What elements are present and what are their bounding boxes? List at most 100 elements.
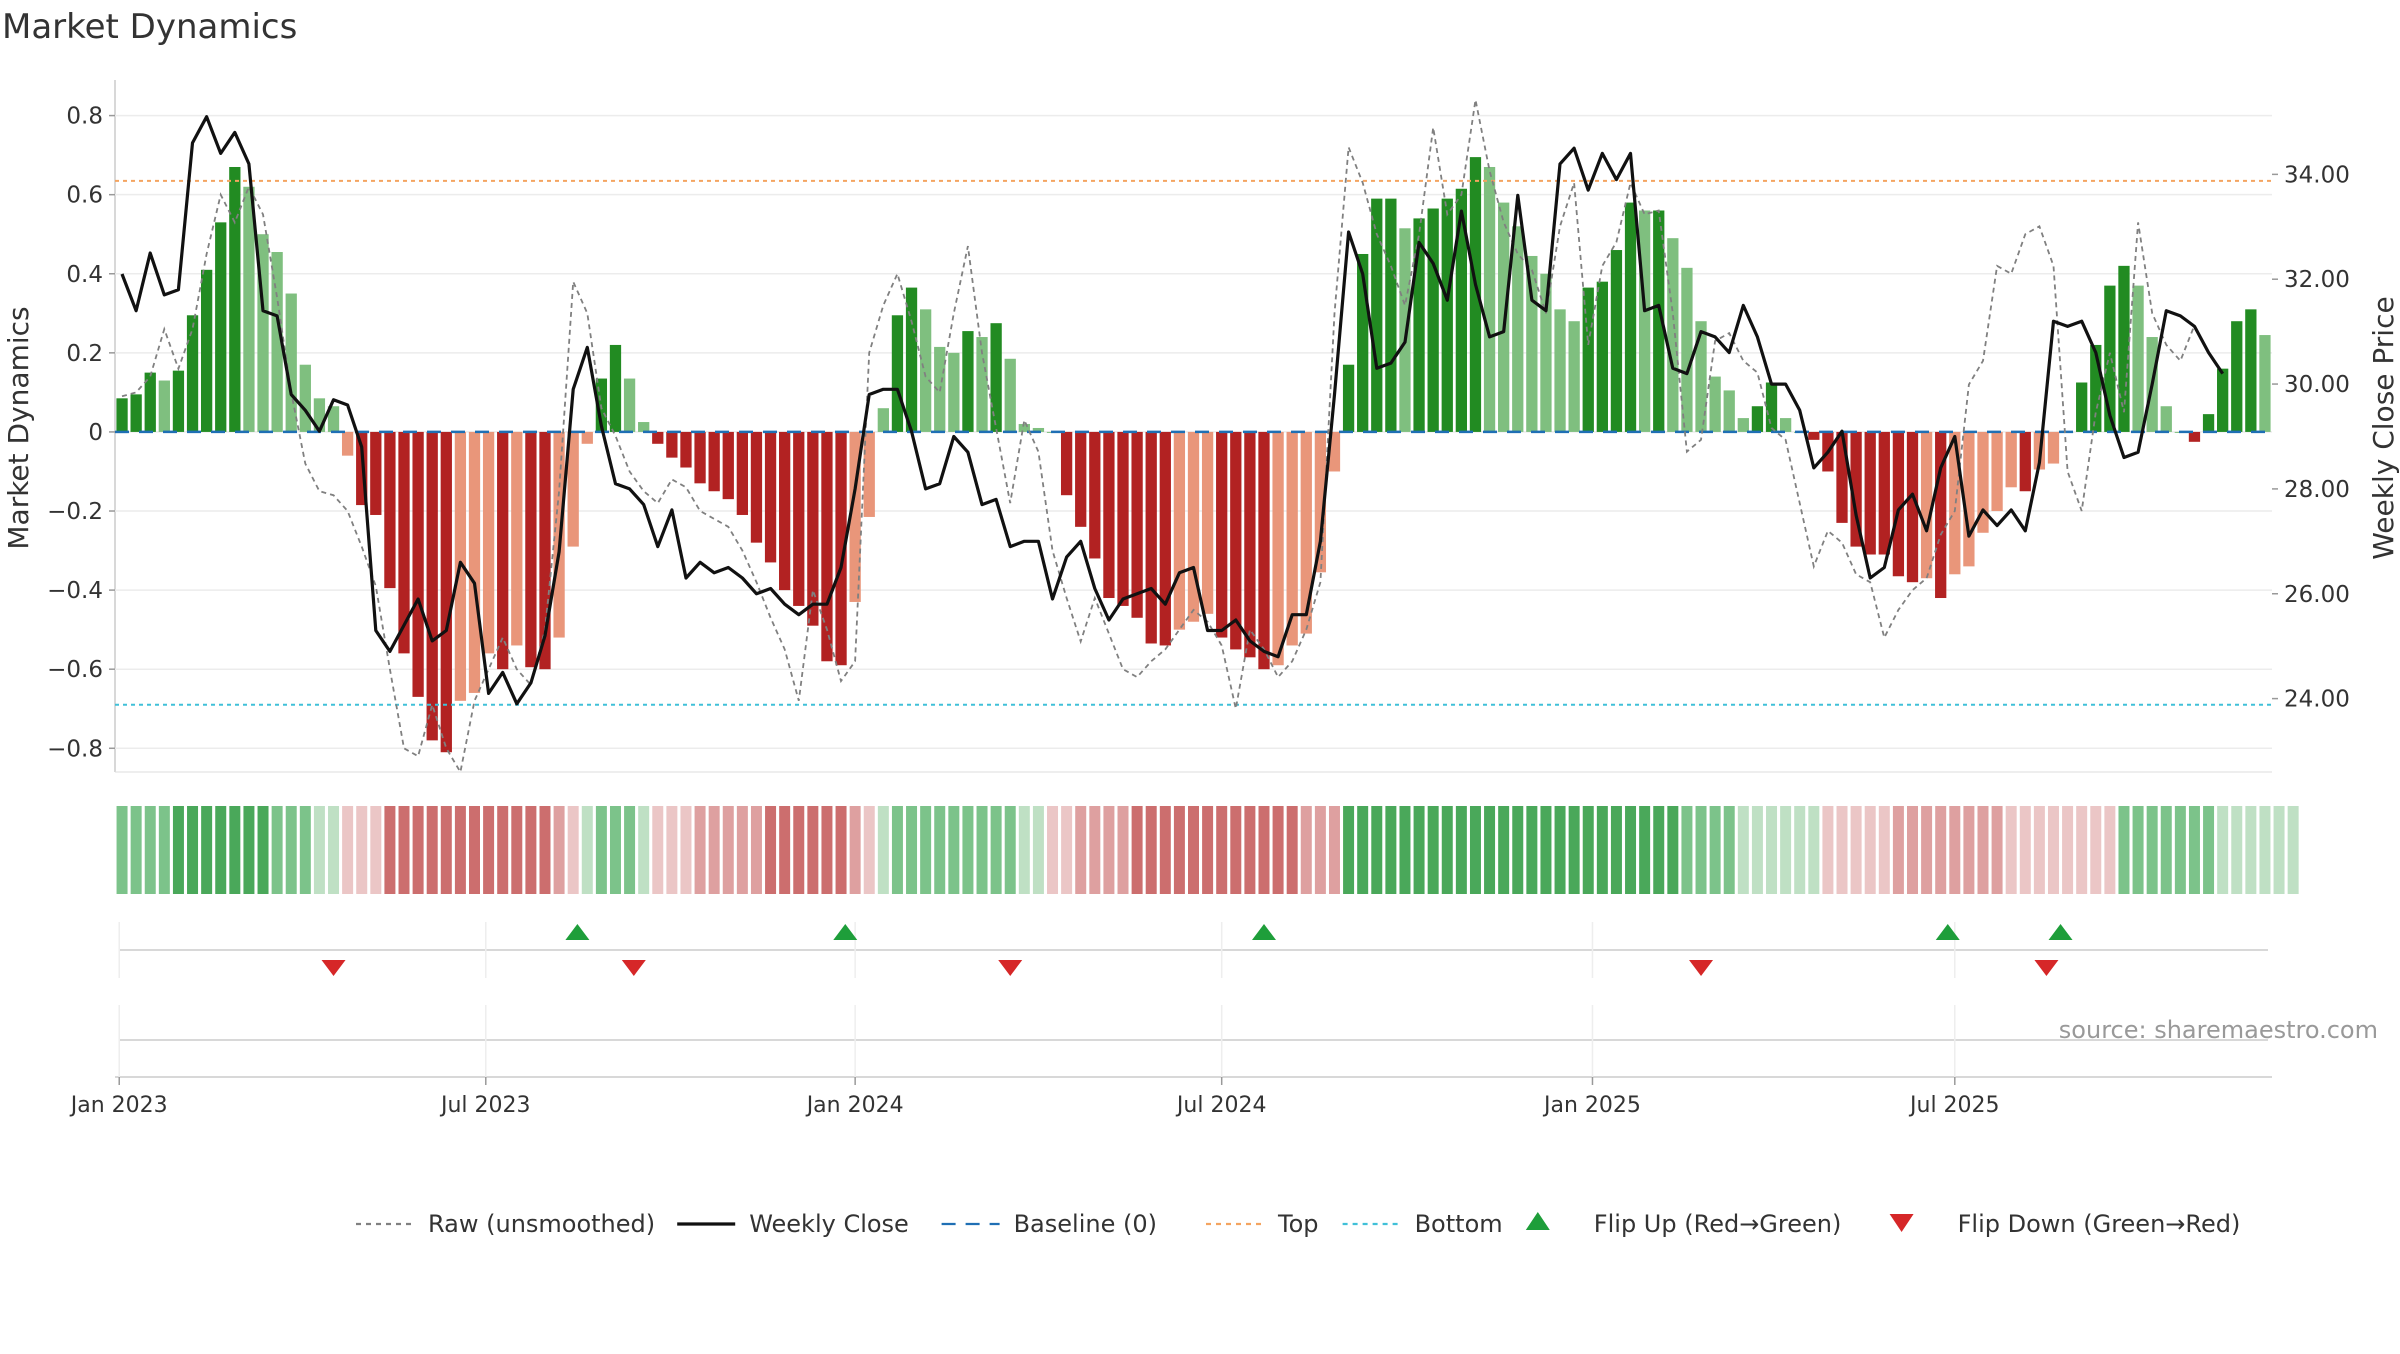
regime-strip-cell — [934, 806, 946, 894]
regime-strip-cell — [426, 806, 438, 894]
y-tick-label: −0.2 — [47, 499, 103, 525]
y-tick-label: 0.6 — [66, 183, 103, 209]
market-dynamics-bar — [1864, 431, 1876, 555]
regime-strip-cell — [1963, 806, 1975, 894]
regime-strip-cell — [567, 806, 579, 894]
market-dynamics-bar — [2132, 285, 2144, 432]
market-dynamics-bar — [1230, 431, 1242, 650]
market-dynamics-bar — [144, 372, 156, 432]
regime-strip-cell — [1103, 806, 1115, 894]
regime-strip-cell — [299, 806, 311, 894]
regime-strip-cell — [553, 806, 565, 894]
market-dynamics-bar — [356, 431, 368, 506]
regime-strip-cell — [906, 806, 918, 894]
regime-strip-cell — [1526, 806, 1538, 894]
regime-strip-cell — [2287, 806, 2299, 894]
market-dynamics-bar — [638, 422, 650, 432]
legend-label: Flip Down (Green→Red) — [1958, 1210, 2241, 1238]
regime-strip-cell — [1709, 806, 1721, 894]
market-dynamics-bar — [764, 431, 777, 563]
legend-item: Baseline (0) — [941, 1210, 1157, 1238]
regime-strip-cell — [1075, 806, 1087, 894]
x-tick-label: Jan 2023 — [69, 1093, 168, 1118]
market-dynamics-bar — [1878, 431, 1890, 555]
market-dynamics-bar — [412, 431, 424, 697]
market-dynamics-bar — [1935, 431, 1947, 599]
y-axis-label: Market Dynamics — [2, 306, 35, 549]
market-dynamics-bar — [1765, 382, 1778, 432]
market-dynamics-bar — [1201, 431, 1214, 614]
y-right-tick-label: 30.00 — [2284, 372, 2350, 398]
market-dynamics-bar — [1441, 198, 1453, 432]
market-dynamics-bar — [891, 315, 904, 432]
market-dynamics-bar — [1328, 431, 1341, 472]
market-dynamics-bar — [1357, 253, 1369, 432]
regime-strip-cell — [2203, 806, 2215, 894]
market-dynamics-bar — [2090, 344, 2102, 432]
market-dynamics-bar — [313, 398, 326, 432]
market-dynamics-bar — [426, 431, 438, 741]
market-dynamics-bar — [1032, 427, 1045, 432]
market-dynamics-bar — [539, 431, 551, 670]
regime-strip-cell — [1455, 806, 1467, 894]
regime-strip-cell — [976, 806, 988, 894]
market-dynamics-bar — [1638, 210, 1651, 432]
market-dynamics-bar — [1906, 431, 1919, 583]
market-dynamics-bar — [623, 378, 636, 432]
x-tick-label: Jan 2024 — [805, 1093, 904, 1118]
flip-down-marker — [1689, 960, 1714, 976]
regime-strip-cell — [1427, 806, 1439, 894]
market-dynamics-bar — [299, 364, 311, 432]
legend-item: Raw (unsmoothed) — [356, 1210, 655, 1238]
market-dynamics-bar — [1963, 431, 1975, 567]
market-dynamics-bar — [680, 431, 692, 468]
regime-strip-cell — [2231, 806, 2243, 894]
regime-strip-cell — [525, 806, 537, 894]
y-axis-right-label: Weekly Close Price — [2367, 296, 2400, 559]
regime-strip-cell — [1343, 806, 1355, 894]
regime-strip-cell — [1413, 806, 1425, 894]
market-dynamics-bar — [919, 309, 932, 432]
regime-strip-cell — [1145, 806, 1157, 894]
market-dynamics-bar — [1582, 287, 1594, 432]
x-tick-label: Jul 2023 — [439, 1093, 531, 1118]
regime-strip-cell — [172, 806, 184, 894]
flip-down-marker — [621, 960, 646, 976]
legend-label: Top — [1277, 1210, 1319, 1238]
regime-strip-cell — [1864, 806, 1876, 894]
regime-strip-cell — [257, 806, 269, 894]
market-dynamics-bar — [1075, 431, 1087, 527]
market-dynamics-bar — [2231, 321, 2243, 432]
market-dynamics-bar — [440, 431, 452, 753]
flip-up-marker — [2048, 924, 2073, 940]
market-dynamics-bar — [948, 352, 960, 432]
regime-strip-cell — [1159, 806, 1171, 894]
regime-strip-cell — [1582, 806, 1594, 894]
market-dynamics-bar — [243, 186, 255, 432]
market-dynamics-bar — [1427, 208, 1439, 432]
market-dynamics-bar — [1554, 309, 1566, 432]
regime-strip-cell — [2146, 806, 2158, 894]
regime-strip-cell — [1004, 806, 1016, 894]
regime-strip-cell — [680, 806, 692, 894]
market-dynamics-bar — [708, 431, 720, 492]
regime-strip-cell — [187, 806, 199, 894]
market-dynamics-bar — [1751, 406, 1764, 432]
legend-label: Raw (unsmoothed) — [428, 1210, 655, 1238]
regime-strip-cell — [2118, 806, 2130, 894]
regime-strip-cell — [1850, 806, 1862, 894]
market-dynamics-bar — [1103, 431, 1115, 599]
market-dynamics-bar — [229, 166, 241, 432]
regime-strip-cell — [398, 806, 410, 894]
market-dynamics-bar — [666, 431, 678, 458]
regime-strip-cell — [1596, 806, 1608, 894]
regime-strip-cell — [2047, 806, 2059, 894]
market-dynamics-bar — [1455, 188, 1468, 432]
y-tick-label: −0.6 — [47, 657, 103, 683]
market-dynamics-bar — [1089, 431, 1101, 559]
regime-strip-cell — [1469, 806, 1481, 894]
regime-strip-cell — [708, 806, 720, 894]
market-dynamics-bar — [1681, 267, 1693, 432]
regime-strip-cell — [1737, 806, 1749, 894]
market-dynamics-bar — [1526, 255, 1538, 432]
